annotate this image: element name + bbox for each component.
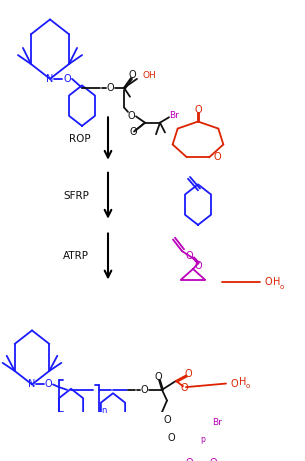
Text: H: H xyxy=(273,278,281,287)
Text: o: o xyxy=(280,284,284,290)
Text: O: O xyxy=(264,278,272,287)
Text: O: O xyxy=(140,385,148,395)
Text: O: O xyxy=(214,152,221,162)
Text: O: O xyxy=(106,83,114,93)
Text: ROP: ROP xyxy=(69,134,91,143)
Text: O: O xyxy=(230,378,238,389)
Text: O: O xyxy=(129,128,137,137)
Text: O: O xyxy=(44,379,52,390)
Text: O: O xyxy=(194,261,202,271)
Text: SFRP: SFRP xyxy=(63,191,89,201)
Text: O: O xyxy=(128,70,136,80)
Text: n: n xyxy=(101,406,107,415)
Text: Br: Br xyxy=(169,111,179,120)
Text: O: O xyxy=(185,251,193,261)
Text: O: O xyxy=(184,369,192,379)
Text: O: O xyxy=(209,458,217,461)
Text: O: O xyxy=(185,458,193,461)
Text: o: o xyxy=(246,383,250,389)
Text: O: O xyxy=(154,372,162,382)
Text: N: N xyxy=(46,74,54,84)
Text: O: O xyxy=(127,112,135,121)
Text: N: N xyxy=(28,379,36,390)
Text: O: O xyxy=(194,105,202,115)
Text: OH: OH xyxy=(142,71,156,80)
Text: O: O xyxy=(163,415,171,425)
Text: p: p xyxy=(201,435,206,444)
Text: Br: Br xyxy=(212,419,222,427)
Text: H: H xyxy=(239,377,247,387)
Text: ATRP: ATRP xyxy=(63,251,89,261)
Text: O: O xyxy=(180,383,188,393)
Text: O: O xyxy=(167,433,175,443)
Text: O: O xyxy=(63,74,71,84)
